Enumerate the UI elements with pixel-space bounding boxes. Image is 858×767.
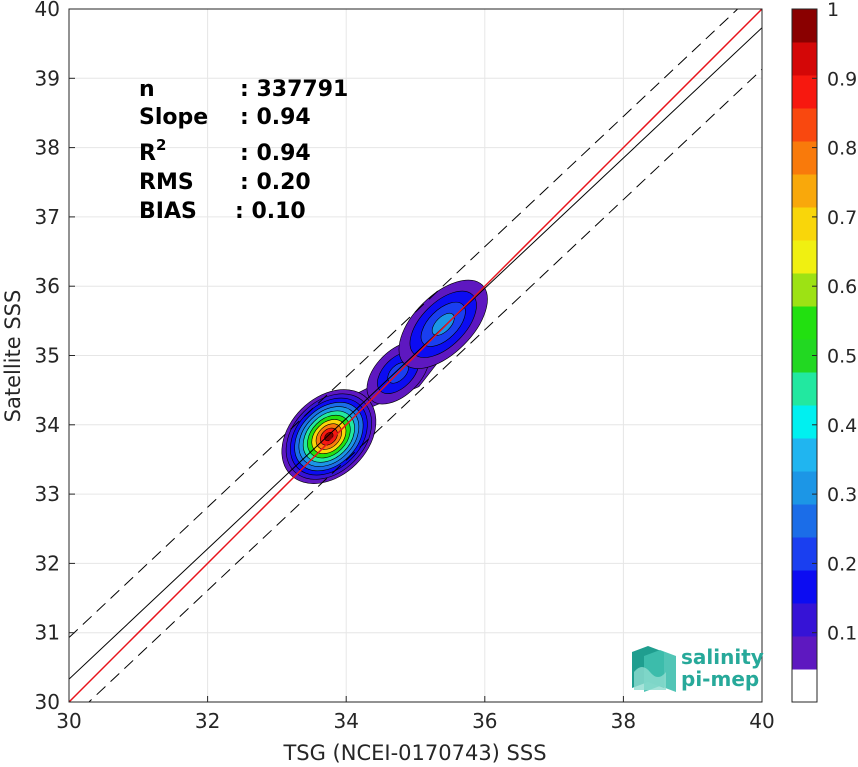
colorbar-tick-label: 0.9 (827, 68, 857, 90)
colorbar-segment (792, 603, 817, 637)
stat-label: BIAS (139, 199, 197, 224)
colorbar-segment (792, 75, 817, 109)
stat-value: : 0.94 (240, 105, 311, 130)
y-tick-label: 33 (35, 482, 60, 506)
colorbar-segment (792, 306, 817, 340)
colorbar-segment (792, 537, 817, 571)
colorbar: 0.1 0.2 0.3 0.4 0.5 0.6 0.7 0.8 0.9 1 (791, 0, 857, 703)
stat-value: : 0.94 (240, 141, 311, 166)
colorbar-segment (792, 669, 817, 703)
colorbar-tick-label: 1 (827, 0, 839, 21)
logo-text-line2: pi-mep (681, 667, 759, 691)
regression-line (69, 27, 762, 680)
grid (68, 8, 763, 703)
stat-superscript: 2 (156, 136, 166, 154)
stat-value: : 0.10 (235, 199, 306, 224)
logo-text-line1: salinity (681, 645, 764, 669)
colorbar-tick-label: 0.6 (827, 276, 857, 298)
colorbar-tick-label: 0.5 (827, 346, 857, 368)
y-tick-label: 34 (35, 413, 60, 437)
stat-label: R (139, 141, 156, 166)
upper-envelope-line (69, 9, 739, 638)
identity-line (69, 9, 762, 702)
y-tick-label: 36 (35, 274, 60, 298)
colorbar-tick-label: 0.3 (827, 484, 857, 506)
salinity-pi-mep-logo: salinity pi-mep (632, 645, 764, 692)
colorbar-segment (792, 570, 817, 604)
y-tick-label: 37 (35, 205, 60, 229)
colorbar-segment (792, 42, 817, 76)
density-contour (431, 312, 455, 336)
y-tick-label: 39 (35, 66, 60, 90)
colorbar-segment (792, 504, 817, 538)
colorbar-segment (792, 372, 817, 406)
y-tick-label: 38 (35, 136, 60, 160)
colorbar-segment (792, 636, 817, 670)
y-tick-label: 35 (35, 344, 60, 368)
colorbar-tick-label: 0.7 (827, 207, 857, 229)
colorbar-segment (792, 207, 817, 241)
y-axis-ticks: 30 31 32 33 34 35 36 37 38 39 40 (35, 0, 75, 714)
stat-label: Slope (139, 105, 208, 130)
colorbar-segment (792, 174, 817, 208)
y-tick-label: 30 (35, 690, 60, 714)
colorbar-segment (792, 240, 817, 274)
stat-label: n (139, 77, 155, 102)
stat-value: : 337791 (240, 77, 348, 102)
colorbar-segment (792, 108, 817, 142)
x-tick-label: 34 (333, 709, 358, 733)
x-tick-label: 40 (749, 709, 774, 733)
stat-value: : 0.20 (240, 170, 311, 195)
colorbar-segment (792, 405, 817, 439)
x-axis-ticks: 30 32 34 36 38 40 (56, 696, 775, 733)
x-tick-label: 36 (472, 709, 497, 733)
colorbar-segment (792, 438, 817, 472)
y-tick-label: 31 (35, 621, 60, 645)
colorbar-segment (792, 9, 817, 43)
reference-lines (69, 9, 762, 702)
colorbar-segment (792, 141, 817, 175)
logo-icon (632, 646, 676, 692)
colorbar-tick-label: 0.8 (827, 138, 857, 160)
x-axis-label: TSG (NCEI-0170743) SSS (282, 741, 546, 765)
statistics-box: n : 337791 Slope : 0.94 R 2 : 0.94 RMS : 0.20 BIA… (139, 77, 348, 224)
y-axis-label: Satellite SSS (1, 290, 25, 423)
x-tick-label: 30 (56, 709, 81, 733)
colorbar-tick-label: 0.2 (827, 553, 857, 575)
lower-envelope-line (88, 68, 762, 702)
stat-label: RMS (139, 170, 194, 195)
x-tick-label: 32 (195, 709, 220, 733)
y-tick-label: 32 (35, 551, 60, 575)
colorbar-segment (792, 273, 817, 307)
x-tick-label: 38 (611, 709, 636, 733)
colorbar-tick-label: 0.4 (827, 415, 857, 437)
colorbar-segment (792, 471, 817, 505)
y-tick-label: 40 (35, 0, 60, 21)
colorbar-tick-label: 0.1 (827, 623, 857, 645)
